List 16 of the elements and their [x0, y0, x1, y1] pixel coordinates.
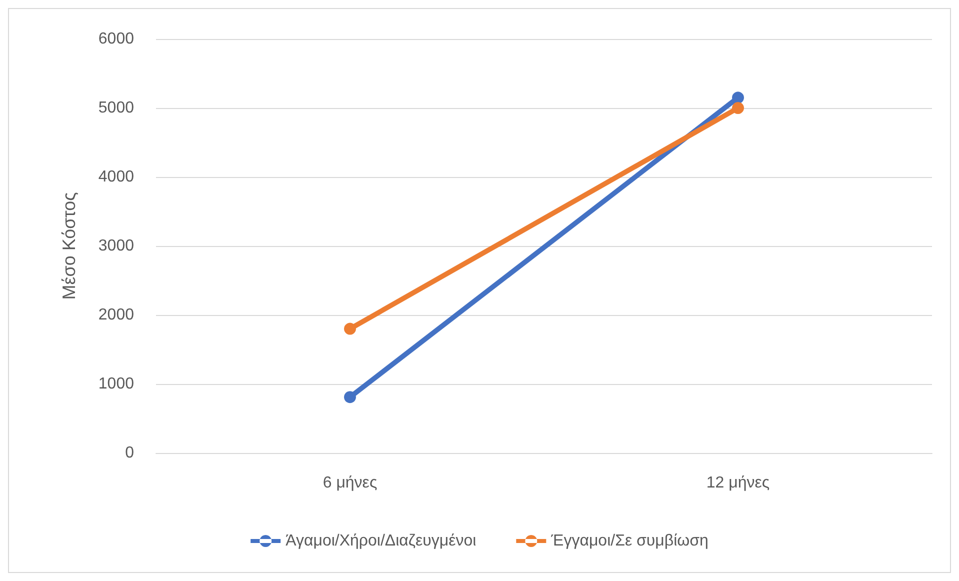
point [732, 102, 744, 114]
y-tick-label: 4000 [98, 168, 134, 186]
y-tick-label: 3000 [98, 238, 134, 254]
legend-label: Άγαμοι/Χήροι/Διαζευγμένοι [286, 532, 477, 550]
y-tick-label: 6000 [98, 30, 134, 48]
y-tick-label: 5000 [98, 100, 134, 116]
point [344, 391, 356, 404]
point [732, 92, 744, 104]
point [344, 322, 356, 335]
legend-label: Έγγαμοι/Σε συμβίωση [550, 532, 708, 550]
y-axis-title: Μέσο Κόστος [59, 192, 79, 300]
y-tick-label: 2000 [98, 306, 134, 324]
x-tick-label: 12 μήνες [706, 474, 770, 492]
x-tick-label: 6 μήνες [322, 474, 378, 492]
y-tick-label: 0 [125, 444, 134, 462]
y-tick-label: 1000 [98, 376, 134, 392]
